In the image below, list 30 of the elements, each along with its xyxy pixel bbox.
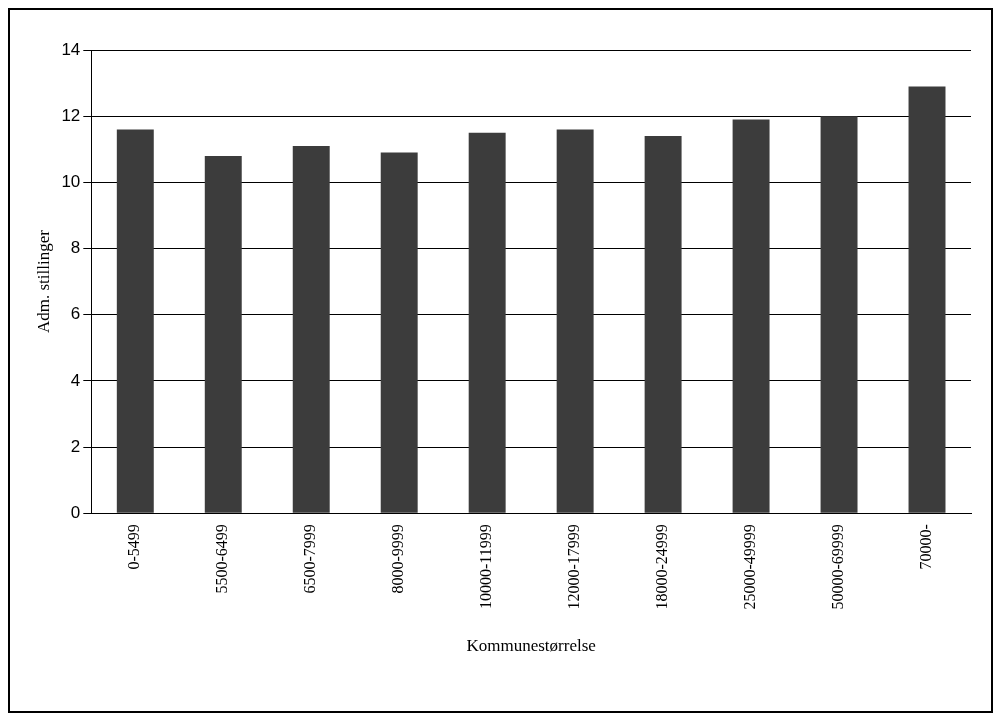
- y-tick-label: 8: [70, 238, 81, 258]
- x-tick-label: 12000-17999: [565, 524, 583, 610]
- x-tick-label: 8000-9999: [389, 524, 407, 594]
- x-tick-label: 0-5499: [125, 524, 143, 570]
- bar: [204, 155, 242, 513]
- bar: [292, 145, 330, 513]
- bar: [644, 136, 682, 513]
- y-tick-label: 0: [70, 502, 81, 522]
- x-tick-label: 50000-69999: [829, 524, 847, 610]
- y-tick-label: 2: [70, 436, 81, 456]
- x-tick-label: 70000-: [917, 524, 935, 570]
- y-tick-label: 12: [61, 105, 81, 125]
- x-tick-label: 10000-11999: [477, 524, 495, 610]
- bar: [820, 116, 858, 513]
- y-tick-label: 4: [70, 370, 81, 390]
- bar: [908, 86, 946, 513]
- x-tick-label: 18000-24999: [653, 524, 671, 610]
- bar: [380, 152, 418, 513]
- y-tick-label: 6: [70, 304, 81, 324]
- y-tick-label: 14: [61, 39, 81, 59]
- bar: [116, 129, 154, 513]
- x-tick-label: 6500-7999: [301, 524, 319, 594]
- x-tick-label: 5500-6499: [213, 524, 231, 594]
- bar: [556, 129, 594, 513]
- bar: [732, 119, 770, 513]
- x-axis-title: Kommunestørrelse: [466, 636, 596, 656]
- y-tick-label: 10: [61, 172, 81, 192]
- y-axis-title: Adm. stillinger: [33, 229, 53, 334]
- x-tick-label: 25000-49999: [741, 524, 759, 610]
- bar: [468, 132, 506, 513]
